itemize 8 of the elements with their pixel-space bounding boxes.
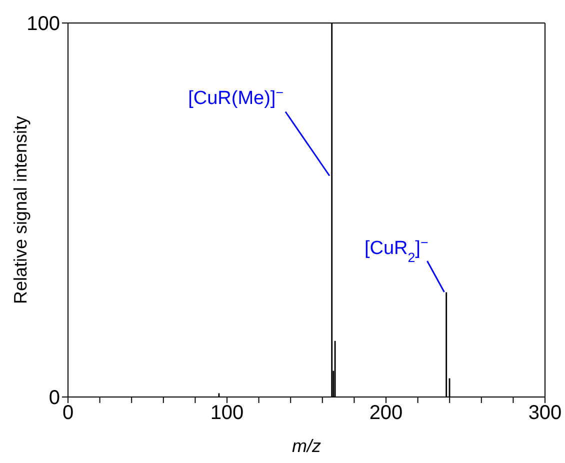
y-axis-title: Relative signal intensity xyxy=(10,116,30,304)
x-tick-label: 200 xyxy=(369,402,403,424)
annotation: [CuR(Me)]$^{−}$ xyxy=(188,84,284,109)
x-axis-title: m/z xyxy=(292,436,321,456)
x-tick-label: 100 xyxy=(210,402,244,424)
x-tick-label: 300 xyxy=(528,402,562,424)
annotation: [CuR$_{2}$]$^{−}$ xyxy=(364,234,428,264)
x-tick-label: 0 xyxy=(62,402,74,424)
